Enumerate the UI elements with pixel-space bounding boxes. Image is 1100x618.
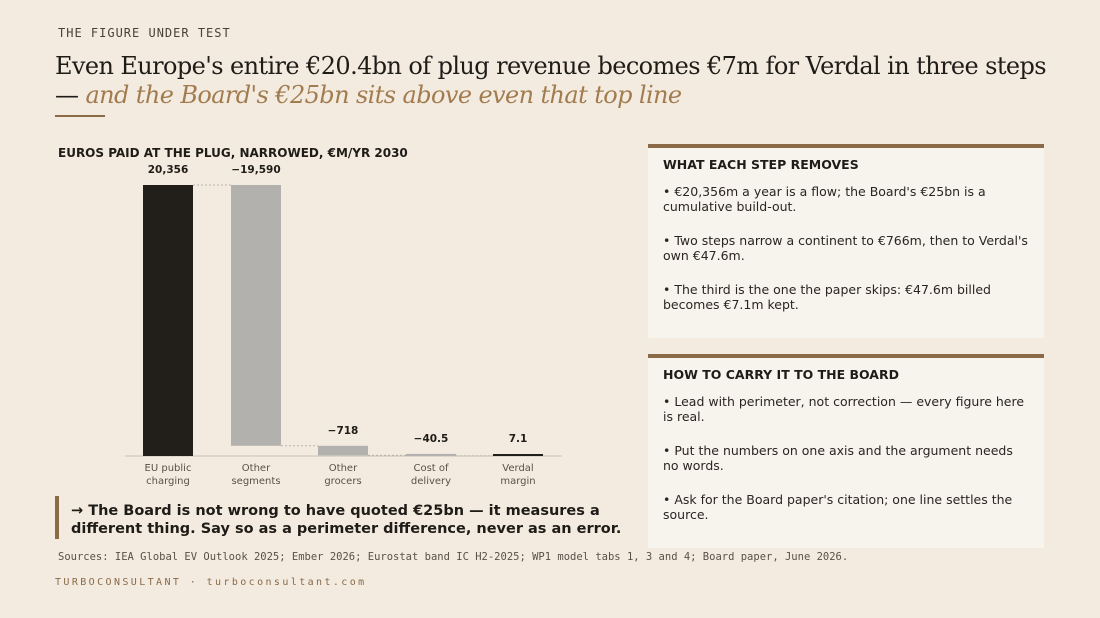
headline-accent: and the Board's €25bn sits above even th… — [85, 81, 682, 109]
tick-label-1-1: segments — [231, 476, 280, 487]
panel-item: • Two steps narrow a continent to €766m,… — [663, 233, 1028, 263]
tick-label-0-0: EU public — [145, 463, 192, 474]
panel-title: HOW TO CARRY IT TO THE BOARD — [663, 367, 899, 382]
callout: → The Board is not wrong to have quoted … — [55, 496, 634, 539]
data-label-1: −19,590 — [231, 164, 280, 176]
kicker: THE FIGURE UNDER TEST — [58, 26, 231, 40]
panel-item: • €20,356m a year is a flow; the Board's… — [663, 184, 986, 214]
tick-label-2-1: grocers — [324, 476, 361, 487]
tick-label-0-1: charging — [146, 476, 190, 487]
footer-brand: TURBOCONSULTANT · turboconsultant.com — [55, 577, 367, 588]
panel-title: WHAT EACH STEP REMOVES — [663, 157, 859, 172]
title-rule — [55, 115, 105, 117]
data-label-0: 20,356 — [148, 164, 189, 176]
chart-title: EUROS PAID AT THE PLUG, NARROWED, €M/YR … — [58, 146, 408, 160]
tick-label-4-1: margin — [500, 476, 535, 487]
bar-4 — [493, 454, 543, 456]
data-label-3: −40.5 — [414, 433, 449, 445]
headline-main: Even Europe's entire €20.4bn of plug rev… — [55, 52, 1047, 109]
panel-item: • Lead with perimeter, not correction — … — [663, 394, 1025, 424]
bar-1 — [231, 185, 281, 446]
data-label-4: 7.1 — [509, 433, 528, 445]
panel-item: • Ask for the Board paper's citation; on… — [663, 492, 1013, 522]
tick-label-3-1: delivery — [411, 476, 451, 487]
panel-item: • The third is the one the paper skips: … — [663, 282, 991, 312]
panel-step-removals: WHAT EACH STEP REMOVES • €20,356m a year… — [648, 144, 1044, 338]
panel-item: • Put the numbers on one axis and the ar… — [663, 443, 1013, 473]
tick-label-1-0: Other — [242, 463, 271, 474]
tick-label-3-0: Cost of — [413, 463, 449, 474]
callout-text: → The Board is not wrong to have quoted … — [71, 503, 622, 537]
data-label-2: −718 — [328, 425, 359, 437]
tick-label-4-0: Verdal — [502, 463, 533, 474]
page-title: Even Europe's entire €20.4bn of plug rev… — [55, 52, 1055, 110]
bar-0 — [143, 185, 193, 456]
panel-board-advice: HOW TO CARRY IT TO THE BOARD • Lead with… — [648, 354, 1044, 548]
bar-2 — [318, 445, 368, 456]
bar-3 — [406, 453, 456, 456]
sources-note: Sources: IEA Global EV Outlook 2025; Emb… — [58, 551, 849, 563]
tick-label-2-0: Other — [329, 463, 358, 474]
